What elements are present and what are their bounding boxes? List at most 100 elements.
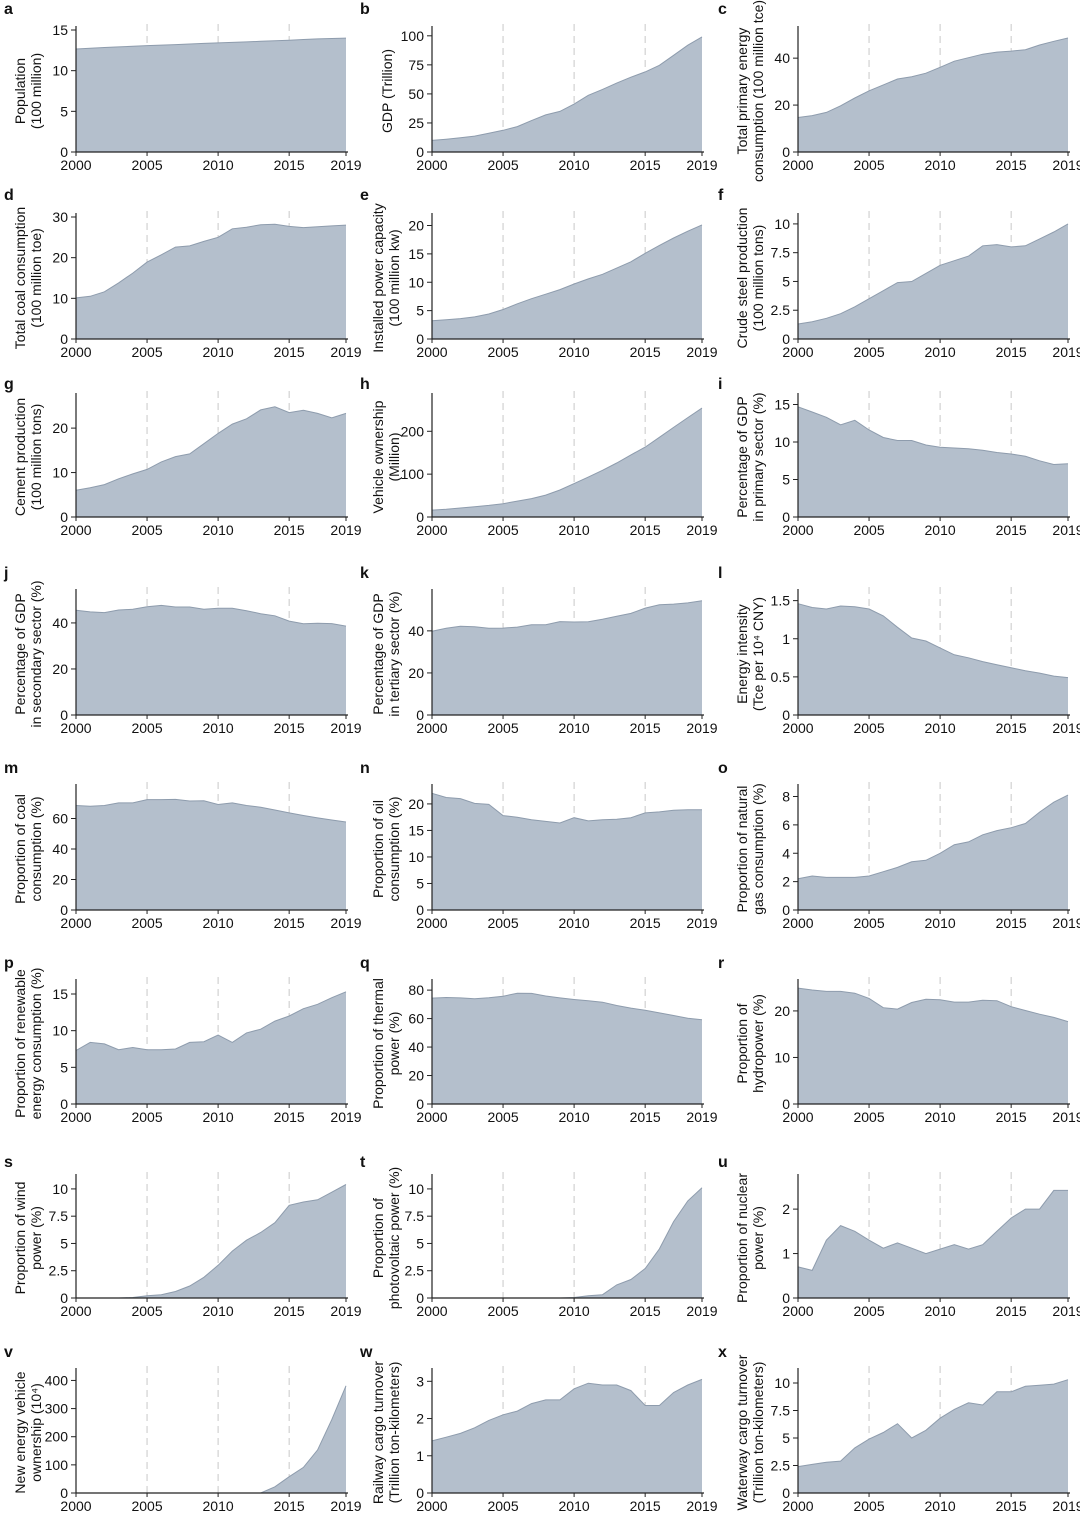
area-series	[432, 993, 702, 1104]
y-tick-label: 1	[782, 631, 790, 647]
y-axis-label: Installed power capacity(100 million kw)	[370, 203, 402, 352]
x-tick-label: 2015	[630, 344, 661, 360]
y-axis-label-line: (100 million tons)	[28, 404, 44, 511]
y-axis-label: Waterway cargo turnover(Trillion ton-kil…	[734, 1354, 766, 1510]
y-tick-label: 20	[408, 1068, 424, 1084]
area-outline	[797, 1189, 1068, 1271]
x-tick-label: 2015	[996, 1109, 1027, 1125]
area-outline	[75, 406, 347, 491]
y-tick-label: 60	[408, 1011, 424, 1027]
y-axis-label-line: Percentage of GDP	[370, 593, 386, 714]
x-tick-label: 2019	[330, 344, 361, 360]
panel-label: i	[718, 376, 722, 393]
panel-l: 0 0.5 1 1.5 2000 2005 2010 2015 2019 l Energy inte…	[718, 565, 1080, 736]
y-axis-label-line: hydropower (%)	[750, 994, 766, 1093]
y-axis-label-line: Proportion of natural	[734, 786, 750, 913]
y-axis-label: Crude steel production(100 million tons)	[734, 208, 766, 349]
y-tick-label: 7.5	[405, 1208, 425, 1224]
y-tick-label: 20	[52, 250, 68, 266]
y-tick-label: 0	[782, 902, 790, 918]
area-series	[76, 991, 346, 1104]
x-tick-label: 2000	[416, 1303, 447, 1319]
y-tick-label: 20	[408, 796, 424, 812]
x-tick-label: 2015	[274, 1303, 305, 1319]
x-tick-label: 2015	[274, 522, 305, 538]
y-tick-label: 15	[52, 22, 68, 38]
x-tick-label: 2000	[416, 720, 447, 736]
x-tick-label: 2019	[330, 720, 361, 736]
y-axis-label: Proportion of oilconsumption (%)	[370, 796, 402, 901]
y-tick-label: 0	[782, 509, 790, 525]
y-tick-label: 20	[774, 1003, 790, 1019]
y-tick-label: 5	[60, 1235, 68, 1251]
x-tick-label: 2005	[487, 1303, 518, 1319]
y-tick-label: 80	[408, 982, 424, 998]
x-tick-label: 2005	[487, 915, 518, 931]
x-tick-label: 2019	[330, 1498, 361, 1514]
panel-label: n	[360, 760, 370, 777]
area-outline	[797, 794, 1069, 880]
panel-x: 0 2.5 5 7.5 10 2000 2005 2010 2015 2019 x Waterway …	[718, 1344, 1080, 1514]
y-tick-label: 400	[45, 1372, 69, 1388]
y-tick-label: 1.5	[771, 593, 791, 609]
x-tick-label: 2019	[1052, 915, 1080, 931]
y-tick-label: 200	[45, 1429, 69, 1445]
area-outline	[797, 603, 1069, 679]
x-tick-label: 2000	[60, 1109, 91, 1125]
y-tick-label: 0	[416, 902, 424, 918]
panel-label: o	[718, 760, 728, 777]
y-axis-label-line: Percentage of GDP	[734, 396, 750, 517]
x-tick-label: 2015	[630, 720, 661, 736]
y-tick-label: 4	[782, 845, 790, 861]
y-axis-label-line: (100 million)	[28, 53, 44, 129]
y-tick-label: 10	[52, 63, 68, 79]
y-axis-label-line: (Trillion ton-kilometers)	[750, 1362, 766, 1504]
y-tick-label: 40	[52, 615, 68, 631]
x-tick-label: 2005	[487, 720, 518, 736]
x-tick-label: 2015	[996, 720, 1027, 736]
y-axis-label-line: Proportion of coal	[12, 794, 28, 904]
y-axis-label-line: Proportion of renewable	[12, 969, 28, 1118]
y-axis-label: Proportion ofhydropower (%)	[734, 994, 766, 1093]
panel-g: 0 10 20 2000 2005 2010 2015 2019 g Cement product…	[4, 376, 362, 538]
y-axis-label: Railway cargo turnover(Trillion ton-kilo…	[370, 1361, 402, 1505]
y-tick-label: 10	[774, 434, 790, 450]
x-tick-label: 2005	[853, 1498, 884, 1514]
x-tick-label: 2019	[686, 1498, 717, 1514]
panel-label: a	[4, 1, 13, 18]
area-outline	[797, 1379, 1069, 1468]
panel-label: s	[4, 1154, 13, 1171]
panel-label: w	[359, 1344, 373, 1361]
x-tick-label: 2015	[630, 1303, 661, 1319]
area-series	[798, 223, 1068, 339]
y-tick-label: 10	[52, 1023, 68, 1039]
panel-label: q	[360, 955, 370, 972]
y-axis-label-line: consumption (%)	[386, 796, 402, 901]
y-tick-label: 30	[52, 209, 68, 225]
y-tick-label: 0	[416, 1096, 424, 1112]
y-axis-label-line: (Trillion ton-kilometers)	[386, 1362, 402, 1504]
x-tick-label: 2000	[782, 157, 813, 173]
panel-label: j	[3, 565, 8, 582]
y-axis-label-line: Waterway cargo turnover	[734, 1354, 750, 1510]
y-axis-label-line: Population	[12, 58, 28, 124]
x-tick-label: 2010	[203, 522, 234, 538]
y-tick-label: 0	[416, 144, 424, 160]
y-tick-label: 15	[408, 246, 424, 262]
y-axis-label: Proportion of thermalpower (%)	[370, 978, 402, 1109]
area-series	[432, 1187, 702, 1298]
y-tick-label: 0	[782, 331, 790, 347]
area-series	[432, 1379, 702, 1493]
y-axis-label: Energy intensity(Tce per 10⁴ CNY)	[734, 597, 766, 711]
y-axis-label: Proportion of nuclearpower (%)	[734, 1173, 766, 1303]
x-tick-label: 2015	[996, 344, 1027, 360]
x-tick-label: 2010	[925, 1303, 956, 1319]
x-tick-label: 2019	[686, 344, 717, 360]
x-tick-label: 2010	[203, 344, 234, 360]
x-tick-label: 2000	[60, 157, 91, 173]
panel-label: l	[718, 565, 722, 582]
x-tick-label: 2019	[330, 1109, 361, 1125]
